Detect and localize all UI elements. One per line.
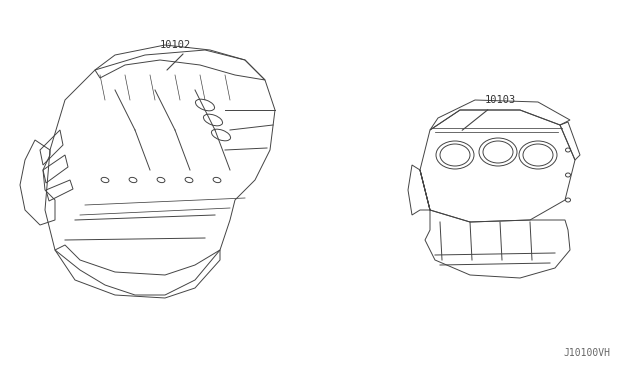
Text: J10100VH: J10100VH [563,348,610,358]
Text: 10103: 10103 [484,95,516,105]
Text: 10102: 10102 [159,40,191,50]
